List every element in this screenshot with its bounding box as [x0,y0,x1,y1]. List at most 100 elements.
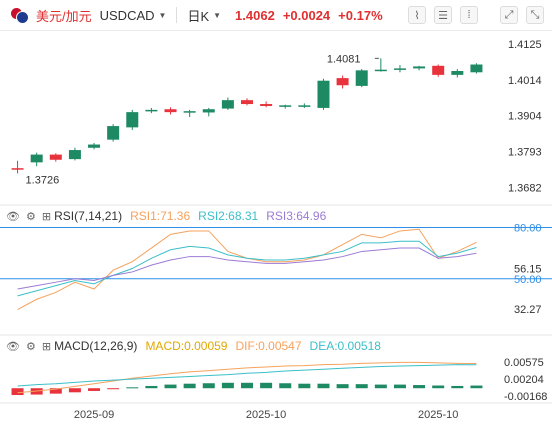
candle-body [221,100,234,109]
candle-body [68,150,81,160]
price-change: +0.0024 [282,7,331,23]
candle-body [145,109,158,112]
symbol-code[interactable]: USDCAD [99,7,155,23]
candle-body [30,154,43,163]
macd-bar [126,387,139,389]
macd-bar [88,388,101,391]
rsi2-value: RSI2:68.31 [198,209,259,223]
macd-axis-label: 0.00575 [504,357,544,369]
eye-icon[interactable]: 👁 [6,340,20,353]
candle-body [279,105,292,107]
macd-bar [336,384,349,389]
macd-bar [279,383,292,389]
macd-bar [260,382,273,389]
macd-bar [11,388,24,396]
period-selector[interactable]: 日K [187,8,210,24]
price-axis-label: 1.3793 [508,147,542,159]
rsi1-value: RSI1:71.36 [130,209,191,223]
macd-bar [317,383,330,389]
macd-bar [183,383,196,389]
macd-bar [221,382,234,389]
divider [176,7,178,23]
candle-body [298,105,311,107]
macd-title: MACD(12,26,9) [54,339,138,353]
chevron-down-icon[interactable]: ▼ [213,10,222,20]
settings-icon[interactable]: ☰ [434,6,452,24]
dea-line [17,364,477,387]
chart-toolbar: 美元/加元 USDCAD ▼ 日K ▼ 1.4062 +0.0024 +0.17… [0,0,552,31]
fullscreen-icon[interactable]: ⤢ [500,6,518,24]
macd-axis-label: -0.00168 [504,391,547,403]
dif-value: DIF:0.00547 [235,339,302,353]
macd-bar [298,383,311,389]
candle-body [336,78,349,86]
candle-body [451,70,464,75]
dif-line [17,361,477,394]
macd-bar [393,384,406,389]
candle-body [126,112,139,128]
candle-body [355,70,368,86]
candle-body [470,64,483,73]
rsi-series-line-2 [17,240,477,297]
low-price-label: 1.3726 [26,174,60,186]
macd-value: MACD:0.00059 [145,339,228,353]
candle-body [107,126,120,140]
candle-body [11,168,24,170]
macd-bar [355,384,368,389]
macd-bar [470,385,483,389]
macd-bar [413,385,426,389]
candle-body [393,68,406,70]
macd-axis-label: 0.00204 [504,374,544,386]
macd-header: 👁 ⚙ ⊞ MACD(12,26,9) MACD:0.00059 DIF:0.0… [0,337,381,355]
indicator-icon: ⊞ [41,210,52,223]
expand-icon[interactable]: ⤡ [526,6,544,24]
candle-body [374,69,387,72]
gear-icon[interactable]: ⚙ [25,210,36,223]
rsi-axis-label: 32.27 [514,304,542,316]
x-axis-label: 2025-09 [74,409,114,421]
macd-bar [432,385,445,389]
candles-icon[interactable]: ⁞ [460,6,478,24]
price-axis-label: 1.3904 [508,111,542,123]
macd-bar [145,385,158,389]
rsi-header: 👁 ⚙ ⊞ RSI(7,14,21) RSI1:71.36 RSI2:68.31… [0,207,326,225]
x-axis-label: 2025-10 [418,409,458,421]
price-axis-label: 1.4014 [508,75,542,87]
candle-body [164,109,177,113]
macd-bar [49,388,62,394]
rsi-title: RSI(7,14,21) [54,209,123,223]
toolbar-tools: ⌇ ☰ ⁞ ⤢ ⤡ [408,6,544,24]
candle-body [260,104,273,106]
high-price-label: 1.4081 [327,53,361,65]
candle-body [183,111,196,113]
macd-bar [202,383,215,389]
candle-body [317,80,330,108]
macd-bar [451,385,464,389]
price-axis-label: 1.4125 [508,39,542,51]
macd-bar [374,384,387,389]
rsi-axis-label: 56.15 [514,263,542,275]
candle-body [88,144,101,148]
x-axis-label: 2025-10 [246,409,286,421]
pair-name[interactable]: 美元/加元 [36,8,92,24]
chevron-down-icon[interactable]: ▼ [158,10,167,20]
price-axis-label: 1.3682 [508,183,542,195]
candle-body [202,109,215,113]
gear-icon[interactable]: ⚙ [25,340,36,353]
eye-icon[interactable]: 👁 [6,210,20,223]
indicator-icon: ⊞ [41,340,52,353]
rsi3-value: RSI3:64.96 [266,209,327,223]
candle-body [432,65,445,75]
line-chart-icon[interactable]: ⌇ [408,6,426,24]
price-change-percent: +0.17% [338,7,383,23]
macd-bar [107,388,120,390]
candle-body [413,66,426,69]
macd-bar [241,382,253,389]
rsi-series-line-3 [17,247,477,290]
rsi-axis-label: 50.00 [514,274,542,286]
macd-bar [68,388,81,393]
macd-bar [164,384,177,389]
candle-body [241,100,253,105]
rsi-axis-label: 80.00 [514,223,542,235]
